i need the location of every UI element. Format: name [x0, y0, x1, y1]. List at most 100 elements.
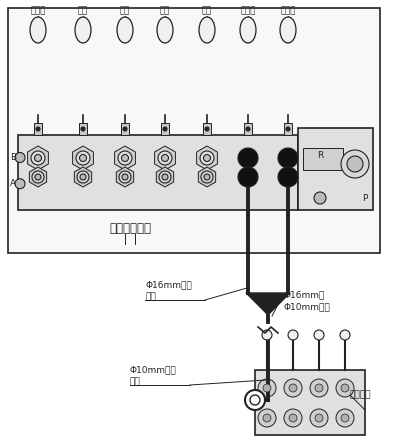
Text: 综掚机操作台: 综掚机操作台	[109, 222, 151, 234]
Circle shape	[80, 155, 86, 162]
Circle shape	[31, 151, 45, 165]
Ellipse shape	[280, 17, 296, 43]
Polygon shape	[114, 146, 135, 170]
Circle shape	[278, 148, 298, 168]
Text: Φ16mm高压: Φ16mm高压	[145, 280, 192, 289]
Circle shape	[204, 174, 210, 180]
Circle shape	[341, 150, 369, 178]
Bar	[161, 123, 169, 135]
Circle shape	[336, 379, 354, 397]
Text: 四联片阀: 四联片阀	[350, 390, 371, 400]
Circle shape	[258, 379, 276, 397]
Text: 升降: 升降	[202, 6, 212, 15]
Bar	[255, 370, 365, 435]
Text: 护板: 护板	[78, 6, 88, 15]
Circle shape	[310, 409, 328, 427]
Circle shape	[289, 414, 297, 422]
Circle shape	[341, 414, 349, 422]
Circle shape	[238, 148, 258, 168]
Bar	[8, 8, 380, 253]
Circle shape	[159, 171, 171, 183]
Circle shape	[200, 151, 214, 165]
Circle shape	[245, 390, 265, 410]
Text: 胶管: 胶管	[145, 292, 156, 301]
Text: 胶管: 胶管	[130, 377, 141, 386]
Circle shape	[205, 127, 209, 131]
Circle shape	[310, 379, 328, 397]
Circle shape	[123, 127, 127, 131]
Text: Φ10mm高压: Φ10mm高压	[130, 365, 177, 374]
Circle shape	[314, 192, 326, 204]
Bar	[121, 123, 129, 135]
Ellipse shape	[75, 17, 91, 43]
Polygon shape	[196, 146, 217, 170]
Circle shape	[122, 174, 128, 180]
Circle shape	[340, 330, 350, 340]
Circle shape	[158, 151, 172, 165]
Polygon shape	[156, 167, 174, 187]
Circle shape	[15, 152, 25, 163]
Polygon shape	[247, 293, 289, 313]
Text: 伸缩: 伸缩	[160, 6, 170, 15]
Bar	[244, 123, 252, 135]
Bar	[303, 148, 343, 170]
Bar	[34, 123, 42, 135]
Circle shape	[347, 156, 363, 172]
Circle shape	[262, 330, 272, 340]
Ellipse shape	[157, 17, 173, 43]
Text: A: A	[10, 179, 16, 188]
Circle shape	[258, 409, 276, 427]
Circle shape	[286, 127, 290, 131]
Circle shape	[77, 171, 89, 183]
Bar	[203, 123, 211, 135]
Ellipse shape	[240, 17, 256, 43]
Circle shape	[278, 167, 298, 187]
Circle shape	[284, 409, 302, 427]
Circle shape	[263, 414, 271, 422]
Text: 右行走: 右行走	[240, 6, 256, 15]
Circle shape	[118, 151, 132, 165]
Circle shape	[263, 384, 271, 392]
Circle shape	[119, 171, 131, 183]
Text: 回轮: 回轮	[120, 6, 130, 15]
Polygon shape	[29, 167, 47, 187]
Polygon shape	[28, 146, 48, 170]
Polygon shape	[72, 146, 93, 170]
Circle shape	[36, 127, 40, 131]
Circle shape	[81, 127, 85, 131]
Circle shape	[315, 384, 323, 392]
Text: 左行走: 左行走	[280, 6, 296, 15]
Text: B: B	[10, 153, 16, 162]
Circle shape	[204, 155, 211, 162]
Text: 后支撑: 后支撑	[30, 6, 46, 15]
Text: Φ10mm三通: Φ10mm三通	[283, 302, 330, 311]
Circle shape	[315, 414, 323, 422]
Polygon shape	[74, 167, 91, 187]
Circle shape	[162, 174, 168, 180]
Polygon shape	[154, 146, 175, 170]
Circle shape	[284, 379, 302, 397]
Circle shape	[162, 155, 169, 162]
Ellipse shape	[30, 17, 46, 43]
Text: R: R	[317, 152, 323, 160]
Bar	[79, 123, 87, 135]
Ellipse shape	[199, 17, 215, 43]
Circle shape	[80, 174, 86, 180]
Circle shape	[32, 171, 44, 183]
Bar	[298, 128, 373, 210]
Circle shape	[76, 151, 90, 165]
Bar	[18, 135, 298, 210]
Circle shape	[289, 384, 297, 392]
Circle shape	[15, 179, 25, 189]
Circle shape	[314, 330, 324, 340]
Ellipse shape	[117, 17, 133, 43]
Polygon shape	[116, 167, 134, 187]
Circle shape	[288, 330, 298, 340]
Polygon shape	[198, 167, 216, 187]
Circle shape	[336, 409, 354, 427]
Text: Φ16mm管: Φ16mm管	[283, 290, 324, 299]
Circle shape	[163, 127, 167, 131]
Circle shape	[341, 384, 349, 392]
Circle shape	[122, 155, 128, 162]
Circle shape	[238, 167, 258, 187]
